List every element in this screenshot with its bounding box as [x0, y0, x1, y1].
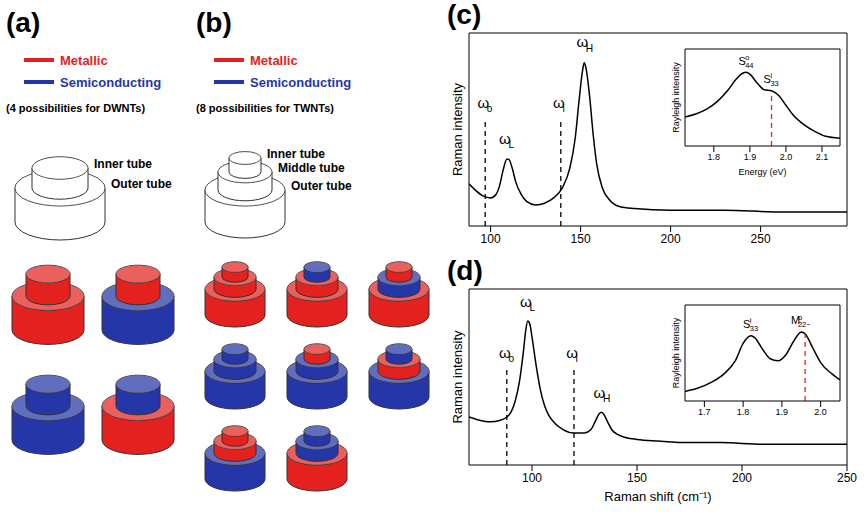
svg-text:Middle tube: Middle tube [278, 161, 345, 175]
svg-text:Semiconducting: Semiconducting [250, 75, 351, 90]
svg-text:250: 250 [837, 471, 857, 485]
svg-text:Rayleigh intensity: Rayleigh intensity [671, 62, 681, 133]
svg-text:44: 44 [745, 61, 753, 70]
svg-text:L: L [508, 139, 514, 150]
svg-text:(8 possibilities for TWNTs): (8 possibilities for TWNTs) [196, 102, 334, 114]
svg-text:(4 possibilities for DWNTs): (4 possibilities for DWNTs) [6, 102, 145, 114]
svg-text:Outer tube: Outer tube [291, 179, 352, 193]
svg-text:2.1: 2.1 [816, 152, 829, 162]
svg-text:Raman intensity: Raman intensity [450, 82, 465, 176]
svg-text:250: 250 [751, 232, 771, 246]
svg-text:1.9: 1.9 [776, 407, 789, 417]
svg-text:200: 200 [732, 471, 752, 485]
svg-text:22−: 22− [798, 320, 811, 329]
svg-text:100: 100 [481, 232, 501, 246]
svg-text:i: i [562, 103, 564, 114]
svg-text:2.0: 2.0 [780, 152, 793, 162]
svg-text:Semiconducting: Semiconducting [60, 75, 161, 90]
svg-text:(a): (a) [6, 7, 40, 38]
svg-text:L: L [529, 302, 535, 313]
svg-text:Metallic: Metallic [250, 53, 298, 68]
svg-text:H: H [586, 43, 593, 54]
svg-text:Outer tube: Outer tube [111, 177, 172, 191]
svg-text:o: o [487, 103, 493, 114]
svg-text:150: 150 [571, 232, 591, 246]
svg-text:2.0: 2.0 [814, 407, 827, 417]
svg-text:(b): (b) [196, 7, 232, 38]
svg-text:Raman shift (cm⁻¹): Raman shift (cm⁻¹) [604, 489, 711, 504]
svg-text:Raman intensity: Raman intensity [450, 330, 465, 424]
svg-text:1.8: 1.8 [737, 407, 750, 417]
svg-text:150: 150 [627, 471, 647, 485]
svg-text:o: o [508, 353, 514, 364]
svg-text:1.7: 1.7 [698, 407, 711, 417]
svg-text:33: 33 [750, 324, 758, 333]
svg-text:H: H [603, 393, 610, 404]
svg-text:Inner tube: Inner tube [94, 157, 152, 171]
svg-text:1.9: 1.9 [744, 152, 757, 162]
svg-text:1.8: 1.8 [708, 152, 721, 162]
svg-text:200: 200 [661, 232, 681, 246]
svg-text:Metallic: Metallic [60, 53, 108, 68]
svg-text:i: i [576, 353, 578, 364]
svg-text:33: 33 [770, 79, 778, 88]
svg-text:100: 100 [522, 471, 542, 485]
svg-text:Rayleigh intensity: Rayleigh intensity [671, 317, 681, 388]
svg-text:Inner tube: Inner tube [267, 147, 325, 161]
svg-text:Energy (eV): Energy (eV) [738, 167, 786, 177]
